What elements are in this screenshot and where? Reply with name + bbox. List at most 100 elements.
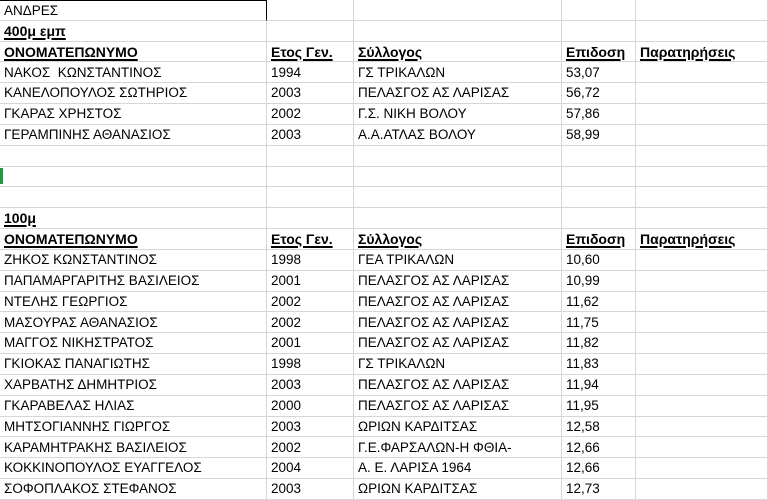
empty-cell[interactable] <box>267 145 354 167</box>
cell-year[interactable] <box>267 0 354 21</box>
cell-club[interactable]: ΠΕΛΑΣΓΟΣ ΑΣ ΛΑΡΙΣΑΣ <box>354 312 562 334</box>
cell-year[interactable]: 1994 <box>267 62 354 84</box>
cell-remarks[interactable] <box>636 416 768 438</box>
cell-club[interactable]: Α.Α.ΑΤΛΑΣ ΒΟΛΟΥ <box>354 124 562 146</box>
column-header-name[interactable]: ΟΝΟΜΑΤΕΠΩΝΥΜΟ <box>0 229 267 250</box>
empty-cell[interactable] <box>354 145 562 167</box>
empty-cell[interactable] <box>0 166 267 188</box>
cell-name[interactable]: ΚΑΡΑΜΗΤΡΑΚΗΣ ΒΑΣΙΛΕΙΟΣ <box>0 437 267 459</box>
cell-time[interactable]: 53,07 <box>562 62 636 84</box>
cell-year[interactable]: 2001 <box>267 333 354 355</box>
cell-year[interactable]: 2003 <box>267 479 354 500</box>
cell-club[interactable] <box>354 208 562 230</box>
cell-year[interactable]: 1998 <box>267 354 354 375</box>
empty-cell[interactable] <box>267 187 354 209</box>
cell-club[interactable] <box>354 0 562 21</box>
cell-remarks[interactable] <box>636 270 768 292</box>
cell-remarks[interactable] <box>636 312 768 334</box>
cell-time[interactable] <box>562 208 636 230</box>
cell-name[interactable]: ΝΤΕΛΗΣ ΓΕΩΡΓΙΟΣ <box>0 291 267 313</box>
empty-cell[interactable] <box>562 187 636 209</box>
cell-year[interactable]: 2004 <box>267 458 354 480</box>
empty-cell[interactable] <box>354 187 562 209</box>
cell-club[interactable]: ΠΕΛΑΣΓΟΣ ΑΣ ΛΑΡΙΣΑΣ <box>354 270 562 292</box>
cell-remarks[interactable] <box>636 374 768 396</box>
empty-cell[interactable] <box>354 166 562 188</box>
empty-cell[interactable] <box>636 187 768 209</box>
cell-club[interactable]: ΠΕΛΑΣΓΟΣ ΑΣ ΛΑΡΙΣΑΣ <box>354 374 562 396</box>
column-header-club[interactable]: Σύλλογος <box>354 229 562 250</box>
event-label[interactable]: 400μ εμπ <box>0 20 267 42</box>
cell-time[interactable] <box>562 0 636 21</box>
cell-remarks[interactable] <box>636 208 768 230</box>
cell-name[interactable]: ΓΚΙΟΚΑΣ ΠΑΝΑΓΙΩΤΗΣ <box>0 354 267 375</box>
cell-year[interactable]: 2000 <box>267 395 354 417</box>
cell-remarks[interactable] <box>636 479 768 500</box>
cell-club[interactable]: ΠΕΛΑΣΓΟΣ ΑΣ ΛΑΡΙΣΑΣ <box>354 333 562 355</box>
cell-name[interactable]: ΜΑΓΓΟΣ ΝΙΚΗΣΤΡΑΤΟΣ <box>0 333 267 355</box>
cell-club[interactable]: ΩΡΙΩΝ ΚΑΡΔΙΤΣΑΣ <box>354 479 562 500</box>
cell-club[interactable]: ΠΕΛΑΣΓΟΣ ΑΣ ΛΑΡΙΣΑΣ <box>354 395 562 417</box>
column-header-year[interactable]: Ετος Γεν. <box>267 229 354 250</box>
event-label[interactable]: 100μ <box>0 208 267 230</box>
column-header-name[interactable]: ΟΝΟΜΑΤΕΠΩΝΥΜΟ <box>0 41 267 63</box>
cell-remarks[interactable] <box>636 249 768 271</box>
cell-club[interactable] <box>354 20 562 42</box>
cell-club[interactable]: ΠΕΛΑΣΓΟΣ ΑΣ ΛΑΡΙΣΑΣ <box>354 291 562 313</box>
cell-time[interactable]: 11,83 <box>562 354 636 375</box>
cell-name[interactable]: ΓΚΑΡΑΒΕΛΑΣ ΗΛΙΑΣ <box>0 395 267 417</box>
cell-remarks[interactable] <box>636 83 768 105</box>
empty-cell[interactable] <box>0 145 267 167</box>
cell-year[interactable]: 2002 <box>267 312 354 334</box>
cell-time[interactable]: 11,82 <box>562 333 636 355</box>
empty-cell[interactable] <box>636 145 768 167</box>
cell-time[interactable]: 12,66 <box>562 437 636 459</box>
cell-name[interactable]: ΣΟΦΟΠΛΑΚΟΣ ΣΤΕΦΑΝΟΣ <box>0 479 267 500</box>
empty-cell[interactable] <box>0 187 267 209</box>
column-header-year[interactable]: Ετος Γεν. <box>267 41 354 63</box>
cell-time[interactable]: 11,94 <box>562 374 636 396</box>
cell-year[interactable]: 1998 <box>267 249 354 271</box>
cell-year[interactable]: 2002 <box>267 104 354 125</box>
cell-name[interactable]: ΚΑΝΕΛΟΠΟΥΛΟΣ ΣΩΤΗΡΙΟΣ <box>0 83 267 105</box>
cell-year[interactable]: 2002 <box>267 291 354 313</box>
cell-remarks[interactable] <box>636 333 768 355</box>
cell-time[interactable]: 12,73 <box>562 479 636 500</box>
cell-club[interactable]: Γ.Σ. ΝΙΚΗ ΒΟΛΟΥ <box>354 104 562 125</box>
cell-year[interactable]: 2003 <box>267 83 354 105</box>
column-header-time[interactable]: Επιδοση <box>562 41 636 63</box>
cell-year[interactable]: 2003 <box>267 124 354 146</box>
sheet-title-cell[interactable]: ΑΝΔΡΕΣ <box>0 0 267 21</box>
cell-year[interactable]: 2001 <box>267 270 354 292</box>
cell-time[interactable]: 11,75 <box>562 312 636 334</box>
cell-name[interactable]: ΓΕΡΑΜΠΙΝΗΣ ΑΘΑΝΑΣΙΟΣ <box>0 124 267 146</box>
cell-name[interactable]: ΧΑΡΒΑΤΗΣ ΔΗΜΗΤΡΙΟΣ <box>0 374 267 396</box>
cell-time[interactable]: 11,95 <box>562 395 636 417</box>
cell-time[interactable]: 10,60 <box>562 249 636 271</box>
cell-time[interactable]: 57,86 <box>562 104 636 125</box>
cell-time[interactable]: 58,99 <box>562 124 636 146</box>
cell-club[interactable]: ΠΕΛΑΣΓΟΣ ΑΣ ΛΑΡΙΣΑΣ <box>354 83 562 105</box>
cell-club[interactable]: ΩΡΙΩΝ ΚΑΡΔΙΤΣΑΣ <box>354 416 562 438</box>
column-header-time[interactable]: Επιδοση <box>562 229 636 250</box>
cell-year[interactable]: 2003 <box>267 416 354 438</box>
cell-time[interactable]: 12,58 <box>562 416 636 438</box>
cell-year[interactable] <box>267 20 354 42</box>
cell-name[interactable]: ΜΑΣΟΥΡΑΣ ΑΘΑΝΑΣΙΟΣ <box>0 312 267 334</box>
empty-cell[interactable] <box>562 145 636 167</box>
cell-time[interactable]: 56,72 <box>562 83 636 105</box>
cell-year[interactable] <box>267 208 354 230</box>
cell-club[interactable]: Γ.Ε.ΦΑΡΣΑΛΩΝ-Η ΦΘΙΑ- <box>354 437 562 459</box>
empty-cell[interactable] <box>267 166 354 188</box>
cell-name[interactable]: ΠΑΠΑΜΑΡΓΑΡΙΤΗΣ ΒΑΣΙΛΕΙΟΣ <box>0 270 267 292</box>
cell-club[interactable]: ΓΣ ΤΡΙΚΑΛΩΝ <box>354 62 562 84</box>
cell-year[interactable]: 2003 <box>267 374 354 396</box>
cell-remarks[interactable] <box>636 62 768 84</box>
cell-remarks[interactable] <box>636 0 768 21</box>
empty-cell[interactable] <box>636 166 768 188</box>
cell-remarks[interactable] <box>636 291 768 313</box>
cell-club[interactable]: Α. Ε. ΛΑΡΙΣΑ 1964 <box>354 458 562 480</box>
cell-remarks[interactable] <box>636 20 768 42</box>
cell-remarks[interactable] <box>636 437 768 459</box>
cell-club[interactable]: ΓΕΑ ΤΡΙΚΑΛΩΝ <box>354 249 562 271</box>
